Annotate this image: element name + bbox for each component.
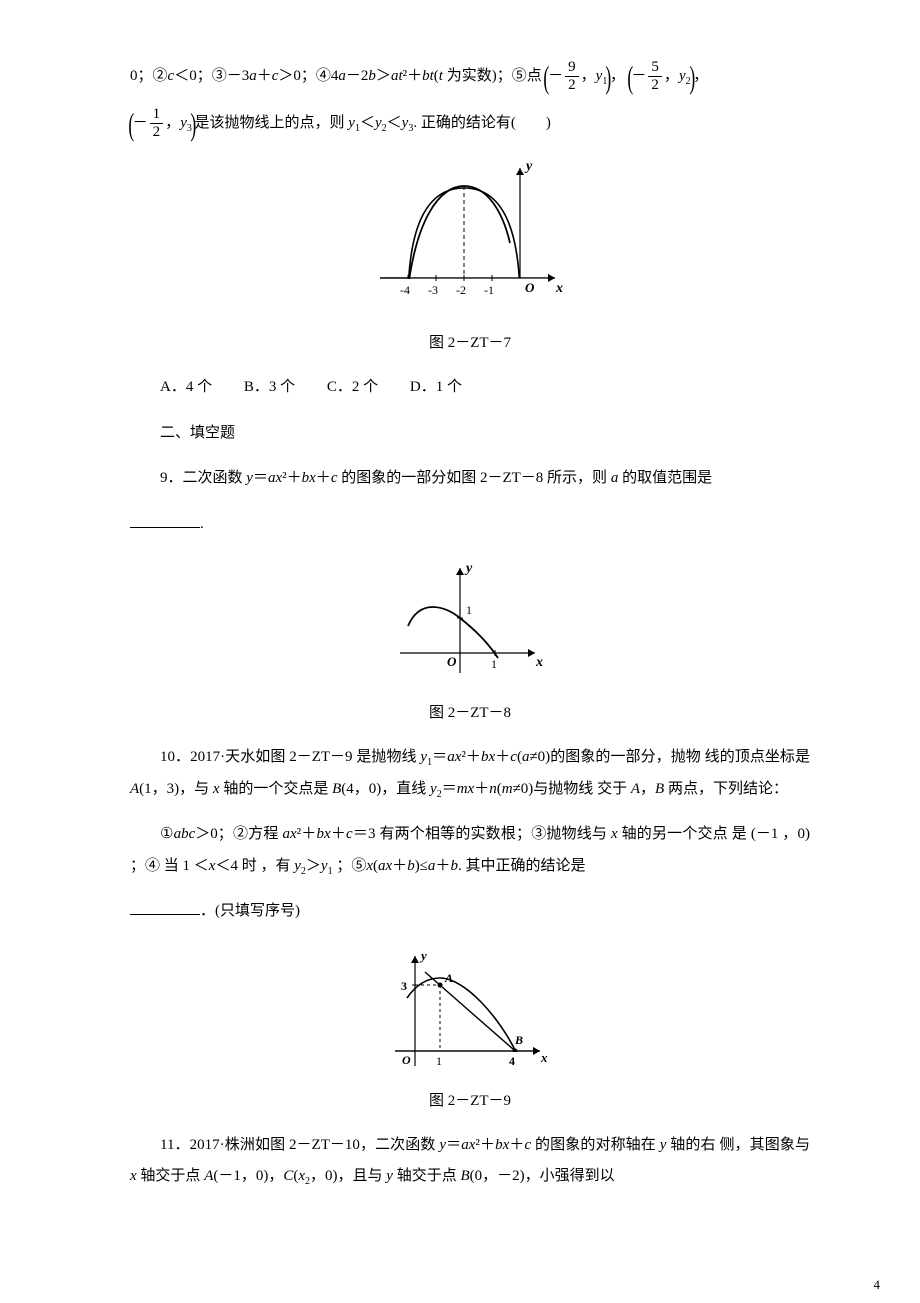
q8-line2: (－12，y3)是该抛物线上的点，则 y1＜y2＜y3. 正确的结论有( ) xyxy=(130,107,810,140)
svg-text:4: 4 xyxy=(509,1054,515,1068)
svg-text:B: B xyxy=(514,1033,523,1047)
q10-blank xyxy=(130,899,200,915)
section-2-heading: 二、填空题 xyxy=(130,418,810,450)
page-number: 4 xyxy=(0,1247,920,1303)
figure-9: y x O 3 1 4 A B xyxy=(130,946,810,1081)
svg-text:O: O xyxy=(402,1053,411,1067)
svg-text:A: A xyxy=(444,971,453,985)
q8-line1: 0；②c＜0；③－3a＋c＞0；④4a－2b＞at²＋bt(t 为实数)；⑤点 … xyxy=(130,60,810,93)
q9-text: 9．二次函数 y＝ax²＋bx＋c 的图象的一部分如图 2－ZT－8 所示，则 … xyxy=(130,463,810,495)
figure-7: y x O -4 -3 -2 -1 -4 -3 -2 xyxy=(130,158,810,323)
svg-text:-1: -1 xyxy=(484,283,494,297)
figure-8: y x O 1 1 xyxy=(130,558,810,693)
q10-p1: 10．2017·天水如图 2－ZT－9 是抛物线 y1＝ax²＋bx＋c(a≠0… xyxy=(130,742,810,805)
q10-p2: ①abc＞0；②方程 ax²＋bx＋c＝3 有两个相等的实数根；③抛物线与 x … xyxy=(130,819,810,882)
svg-text:1: 1 xyxy=(491,657,497,671)
svg-text:-2: -2 xyxy=(456,283,466,297)
svg-text:1: 1 xyxy=(436,1054,442,1068)
q9-blank-line: . xyxy=(130,509,810,541)
figure-8-caption: 图 2－ZT－8 xyxy=(130,701,810,722)
q10-blank-line: ．(只填写序号) xyxy=(130,896,810,928)
svg-text:3: 3 xyxy=(401,979,407,993)
figure-7-caption: 图 2－ZT－7 xyxy=(130,331,810,352)
svg-text:O: O xyxy=(525,280,535,295)
q11-text: 11．2017·株洲如图 2－ZT－10，二次函数 y＝ax²＋bx＋c 的图象… xyxy=(130,1130,810,1193)
svg-text:y: y xyxy=(464,561,473,576)
q8-options: A．4 个 B．3 个 C．2 个 D．1 个 xyxy=(130,372,810,404)
figure-9-caption: 图 2－ZT－9 xyxy=(130,1089,810,1110)
svg-text:y: y xyxy=(419,948,427,963)
svg-text:x: x xyxy=(540,1050,548,1065)
svg-text:-4: -4 xyxy=(400,283,410,297)
svg-text:1: 1 xyxy=(466,603,472,617)
svg-text:x: x xyxy=(535,655,543,670)
svg-text:x: x xyxy=(555,281,563,296)
svg-text:O: O xyxy=(447,654,457,669)
axis-y-label: y xyxy=(524,159,533,174)
svg-text:-3: -3 xyxy=(428,283,438,297)
q9-blank xyxy=(130,512,200,528)
